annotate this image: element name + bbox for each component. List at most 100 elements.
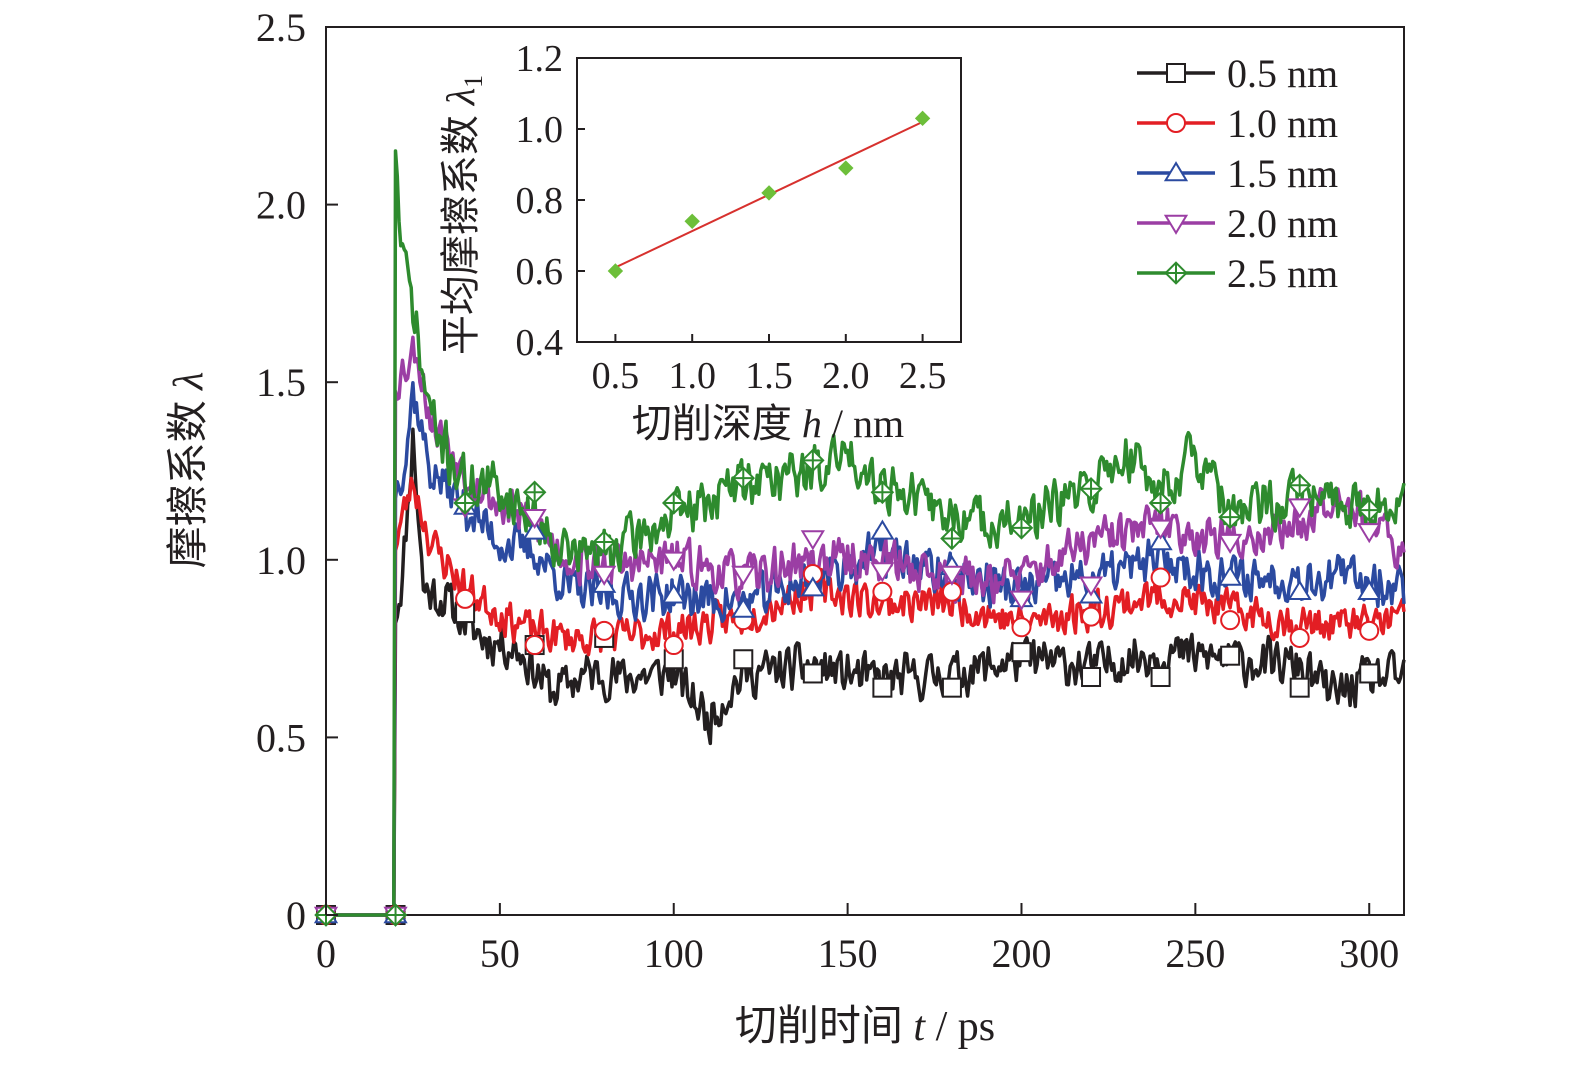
legend-label: 0.5 nm (1227, 51, 1338, 96)
series-marker (800, 530, 825, 551)
series-marker (870, 519, 895, 540)
x-tick-label: 200 (991, 931, 1051, 976)
y-tick-label: 2.0 (256, 183, 306, 228)
legend-marker (1166, 63, 1186, 83)
inset-data-point (914, 110, 931, 127)
inset-points-group (607, 110, 931, 279)
legend-item: 0.5 nm (1137, 51, 1338, 96)
main-markers-group (313, 448, 1382, 927)
y-tick-label: 1.5 (256, 360, 306, 405)
series-marker (1359, 620, 1380, 641)
inset-data-point (761, 185, 777, 201)
series-marker (940, 526, 964, 551)
series-marker (731, 597, 756, 618)
series-marker (1081, 606, 1102, 627)
series-marker (522, 508, 547, 530)
legend-item: 1.0 nm (1137, 101, 1338, 146)
inset-plot: 0.5 1.0 1.5 2.0 2.5 0.4 0.6 0.8 1.0 1.2 切削深度 h /… (438, 38, 962, 446)
series-marker (731, 565, 756, 586)
series-marker (383, 903, 408, 927)
series-marker (1218, 533, 1243, 554)
series-marker (941, 677, 962, 698)
main-plot: 0 50 100 150 200 250 300 0 0.5 1.0 1.5 2.0 2.5 切削时间… (165, 5, 1406, 1050)
series-marker (1218, 565, 1243, 586)
series-marker (1357, 579, 1382, 600)
series-marker (522, 480, 547, 505)
legend-label: 2.0 nm (1227, 201, 1338, 246)
series-marker (800, 576, 825, 597)
inset-x-tick-label: 2.0 (822, 355, 870, 397)
series-marker (872, 581, 893, 602)
series-marker (663, 635, 684, 656)
series-marker (802, 663, 823, 684)
series-marker (661, 583, 686, 604)
legend-item: 2.0 nm (1137, 201, 1338, 246)
series-marker (455, 588, 476, 609)
series-marker (522, 519, 547, 540)
y-tick-label: 1.0 (256, 538, 306, 583)
series-marker (1289, 627, 1310, 648)
series-line-1-0-nm (326, 476, 1406, 917)
series-marker (1359, 663, 1380, 684)
series-marker (872, 677, 893, 698)
inset-y-tick-label: 1.0 (516, 109, 564, 151)
legend-marker (1163, 161, 1189, 182)
y-tick-label: 2.5 (256, 5, 306, 50)
series-marker (939, 565, 965, 586)
legend-item: 2.5 nm (1137, 251, 1338, 296)
series-marker (524, 635, 545, 656)
series-marker (1011, 642, 1032, 663)
inset-data-point (684, 213, 700, 230)
main-y-axis-title: 摩擦系数 λ (165, 372, 212, 569)
series-marker (661, 551, 686, 572)
inset-y-tick-label: 0.8 (516, 180, 564, 222)
series-marker (594, 620, 615, 641)
series-marker (1148, 519, 1173, 540)
series-marker (592, 530, 616, 554)
series-line-0-5-nm (326, 427, 1406, 917)
series-marker (870, 480, 895, 505)
series-marker (733, 649, 754, 670)
y-tick-label: 0.5 (256, 715, 306, 760)
main-y-axis: 0 0.5 1.0 1.5 2.0 2.5 (256, 5, 338, 938)
series-marker (1357, 523, 1382, 544)
series-marker (1287, 498, 1312, 519)
inset-data-point (607, 263, 624, 279)
series-marker (801, 448, 825, 473)
inset-y-tick-label: 0.6 (516, 251, 564, 293)
x-tick-label: 150 (818, 931, 878, 976)
main-x-axis: 0 50 100 150 200 250 300 (316, 903, 1399, 976)
x-tick-label: 100 (644, 931, 704, 976)
series-line-2-5-nm (326, 149, 1406, 917)
inset-y-tick-label: 0.4 (516, 322, 564, 364)
series-marker (1148, 530, 1173, 551)
series-marker (1079, 476, 1103, 501)
inset-y-tick-label: 1.2 (516, 38, 564, 80)
main-x-axis-title: 切削时间 t / ps (735, 1004, 995, 1050)
x-tick-label: 0 (316, 931, 336, 976)
main-plot-frame (325, 26, 1405, 916)
series-marker (1009, 516, 1034, 540)
series-marker (731, 466, 756, 490)
series-marker (592, 565, 617, 586)
inset-x-axis-title: 切削深度 h / nm (632, 401, 904, 446)
inset-x-tick-label: 2.5 (899, 355, 947, 397)
series-marker (661, 491, 686, 515)
inset-x-axis: 0.5 1.0 1.5 2.0 2.5 (592, 334, 947, 397)
series-marker (1220, 610, 1241, 631)
inset-x-tick-label: 1.0 (668, 355, 716, 397)
legend-item: 1.5 nm (1137, 151, 1338, 196)
series-marker (1357, 498, 1381, 522)
inset-y-axis-title: 平均摩擦系数 λ1 (438, 75, 488, 355)
series-marker (1078, 576, 1104, 597)
x-tick-label: 300 (1339, 931, 1399, 976)
series-marker (1289, 677, 1310, 698)
legend-marker (1166, 113, 1186, 133)
inset-x-tick-label: 0.5 (592, 355, 640, 397)
legend: 0.5 nm 1.0 nm 1.5 nm 2.0 nm 2.5 nm (1137, 51, 1338, 296)
series-marker (1009, 590, 1034, 611)
y-tick-label: 0 (286, 893, 306, 938)
inset-x-tick-label: 1.5 (745, 355, 793, 397)
series-marker (870, 562, 895, 583)
